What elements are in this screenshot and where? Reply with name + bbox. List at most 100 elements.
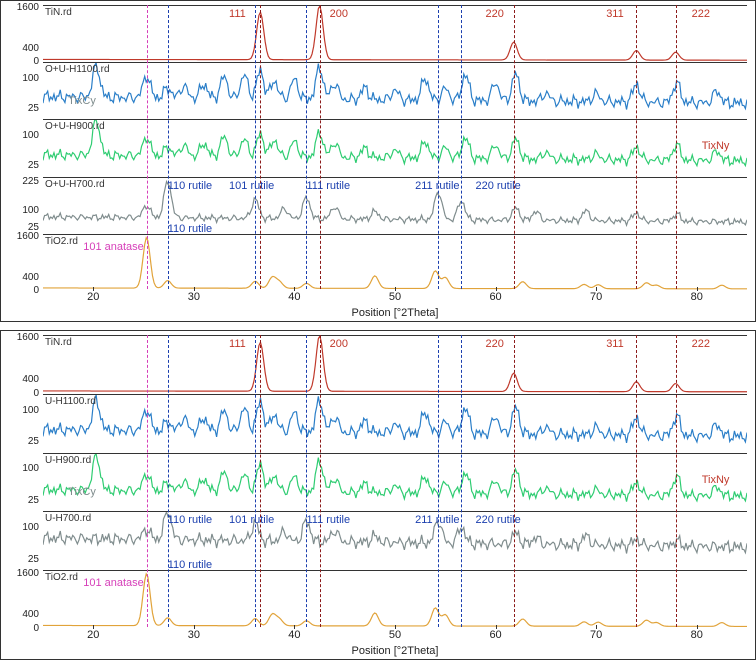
y-tick-label: 100 bbox=[5, 74, 39, 84]
y-tick-label: 0 bbox=[5, 286, 39, 296]
peak-label: 211 rutile bbox=[415, 514, 459, 526]
strip-label: O+U-H900.rd bbox=[45, 121, 105, 132]
x-tick-label: 20 bbox=[87, 291, 99, 303]
peak-label: 111 rutile bbox=[306, 514, 350, 526]
ref-line bbox=[676, 5, 677, 289]
peak-label: 110 rutile bbox=[168, 559, 212, 571]
ref-line bbox=[320, 335, 321, 627]
y-tick-label: 400 bbox=[5, 375, 39, 385]
ref-line bbox=[320, 5, 321, 289]
annotation-label: TixNy bbox=[702, 140, 730, 152]
peak-label: 111 bbox=[229, 338, 246, 350]
ref-line bbox=[306, 5, 307, 289]
y-tick-label: 100 bbox=[5, 406, 39, 416]
peak-label: 222 bbox=[692, 338, 710, 350]
y-tick-label: 1600 bbox=[5, 569, 39, 579]
ref-line bbox=[636, 335, 637, 627]
y-tick-label: 0 bbox=[5, 624, 39, 634]
ref-line bbox=[306, 335, 307, 627]
x-tick-label: 60 bbox=[489, 291, 501, 303]
ref-line bbox=[461, 5, 462, 289]
spectrum-trace bbox=[43, 120, 747, 176]
y-axis-ticks: 25100225 bbox=[5, 178, 41, 234]
peak-label: 200 bbox=[330, 338, 348, 350]
peak-label: 111 rutile bbox=[306, 180, 350, 192]
xrd-panel-bottom: TiN.rd04001600111200220311222U-H1100.rd2… bbox=[0, 330, 756, 660]
x-axis-bottom: 20304050607080Position [°2Theta] bbox=[43, 627, 747, 659]
y-tick-label: 1600 bbox=[5, 333, 39, 343]
strip-label: TiO2.rd bbox=[45, 572, 78, 583]
ref-line bbox=[168, 5, 169, 289]
spectrum-strip: U-H700.rd25100110 rutile101 rutile111 ru… bbox=[43, 511, 747, 570]
spectrum-strip: TiN.rd04001600111200220311222 bbox=[43, 5, 747, 62]
ref-line bbox=[514, 5, 515, 289]
spectrum-trace bbox=[43, 454, 747, 512]
y-axis-ticks: 04001600 bbox=[5, 336, 41, 394]
peak-label: 220 bbox=[486, 338, 504, 350]
peak-label-anatase: 101 anatase bbox=[83, 577, 144, 589]
y-tick-label: 100 bbox=[5, 206, 39, 216]
ref-line bbox=[438, 335, 439, 627]
annotation-label: TixCy bbox=[68, 486, 96, 498]
x-tick-label: 40 bbox=[288, 291, 300, 303]
peak-label: 220 bbox=[486, 8, 504, 20]
y-tick-label: 25 bbox=[5, 437, 39, 447]
y-tick-label: 225 bbox=[5, 177, 39, 187]
y-tick-label: 25 bbox=[5, 104, 39, 114]
y-tick-label: 25 bbox=[5, 555, 39, 565]
x-axis-label: Position [°2Theta] bbox=[352, 307, 439, 319]
spectrum-strip: U-H900.rd25100TixCyTixNy bbox=[43, 453, 747, 512]
x-axis-label: Position [°2Theta] bbox=[352, 645, 439, 657]
x-tick-label: 70 bbox=[590, 291, 602, 303]
peak-label: 110 rutile bbox=[168, 223, 212, 235]
peak-label: 101 rutile bbox=[229, 180, 274, 192]
y-tick-label: 400 bbox=[5, 44, 39, 54]
strip-label: O+U-H1100.rd bbox=[45, 64, 110, 75]
strip-label: U-H1100.rd bbox=[45, 396, 96, 407]
x-tick-label: 80 bbox=[691, 629, 703, 641]
ref-line bbox=[636, 5, 637, 289]
y-tick-label: 100 bbox=[5, 131, 39, 141]
peak-label: 220 rutile bbox=[475, 180, 520, 192]
x-tick-label: 50 bbox=[389, 291, 401, 303]
spectrum-strip: TiO2.rd04001600101 anatase110 rutile bbox=[43, 234, 747, 291]
peak-label: 200 bbox=[330, 8, 348, 20]
spectrum-trace bbox=[43, 336, 747, 394]
x-axis-top: 20304050607080Position [°2Theta] bbox=[43, 289, 747, 321]
y-axis-ticks: 25 100 bbox=[5, 512, 41, 570]
y-tick-label: 400 bbox=[5, 273, 39, 283]
y-axis-ticks: 25 100 bbox=[5, 120, 41, 176]
strip-label: O+U-H700.rd bbox=[45, 179, 105, 190]
peak-label: 101 rutile bbox=[229, 514, 274, 526]
x-tick-label: 50 bbox=[389, 629, 401, 641]
spectrum-strip: TiO2.rd04001600101 anatase110 rutile bbox=[43, 570, 747, 629]
spectrum-trace bbox=[43, 395, 747, 453]
spectrum-strip: U-H1100.rd25100 bbox=[43, 394, 747, 453]
strip-label: TiO2.rd bbox=[45, 236, 78, 247]
spectrum-strip: O+U-H700.rd25100225110 rutile101 rutile1… bbox=[43, 177, 747, 234]
spectrum-trace bbox=[43, 235, 747, 291]
y-tick-label: 25 bbox=[5, 161, 39, 171]
spectrum-strip: O+U-H1100.rd25100TixCy bbox=[43, 62, 747, 119]
plot-area-top: TiN.rd04001600111200220311222O+U-H1100.r… bbox=[43, 5, 747, 289]
y-tick-label: 100 bbox=[5, 464, 39, 474]
y-tick-label: 1600 bbox=[5, 3, 39, 13]
y-axis-ticks: 04001600 bbox=[5, 571, 41, 629]
y-tick-label: 100 bbox=[5, 523, 39, 533]
peak-label: 311 bbox=[606, 8, 624, 20]
spectrum-strip: O+U-H900.rd25100TixNy bbox=[43, 119, 747, 176]
strip-label: U-H900.rd bbox=[45, 455, 91, 466]
y-axis-ticks: 25100 bbox=[5, 454, 41, 512]
x-tick-label: 30 bbox=[188, 291, 200, 303]
ref-line bbox=[147, 5, 148, 289]
peak-label: 222 bbox=[692, 8, 710, 20]
ref-line bbox=[147, 335, 148, 627]
ref-line bbox=[514, 335, 515, 627]
peak-label: 211 rutile bbox=[415, 180, 459, 192]
peak-label: 110 rutile bbox=[168, 180, 212, 192]
spectrum-trace bbox=[43, 571, 747, 629]
y-axis-ticks: 25 100 bbox=[5, 63, 41, 119]
annotation-label: TixCy bbox=[68, 95, 96, 107]
spectrum-trace bbox=[43, 6, 747, 62]
peak-label: 220 rutile bbox=[475, 514, 520, 526]
